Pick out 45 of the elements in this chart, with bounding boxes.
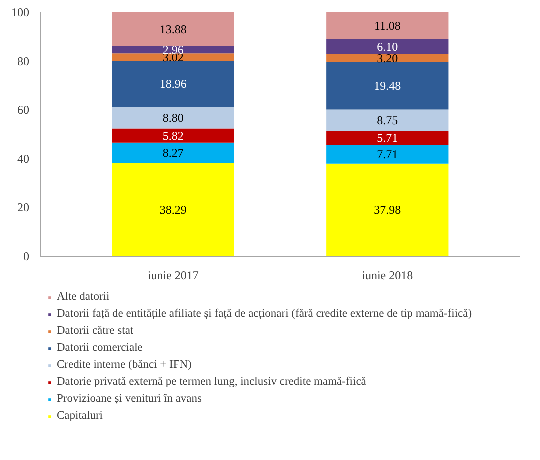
data-label: 13.88 xyxy=(160,22,187,36)
legend-label: Datorii comerciale xyxy=(57,342,143,354)
bar xyxy=(112,163,234,256)
data-label: 5.71 xyxy=(377,131,398,146)
legend-label: Capitaluri xyxy=(57,410,103,422)
data-label: 5.82 xyxy=(162,128,184,143)
bar xyxy=(112,12,234,46)
bar xyxy=(326,40,449,54)
legend-label: Datorie privată externă pe termen lung, inclusiv credite mamă-fiică xyxy=(57,376,366,388)
data-label: 38.29 xyxy=(160,202,187,217)
legend-label: Alte datorii xyxy=(57,291,110,303)
data-label: 8.80 xyxy=(162,110,184,125)
y-tick-label: 100 xyxy=(12,6,30,20)
x-tick-label: iunie 2018 xyxy=(362,268,414,282)
bar xyxy=(112,107,234,129)
bar xyxy=(112,60,234,108)
data-label: 37.98 xyxy=(374,203,402,218)
bar xyxy=(112,142,234,164)
legend-label: Provizioane și venituri în avans xyxy=(57,393,202,405)
bar xyxy=(326,131,449,146)
legend-label: Datorii către stat xyxy=(57,325,134,337)
data-label: 3.20 xyxy=(377,51,398,66)
y-tick-label: 0 xyxy=(24,250,30,264)
data-label: 11.08 xyxy=(374,18,401,33)
data-label: 6.10 xyxy=(377,40,398,54)
bar xyxy=(326,12,449,40)
y-tick-label: 60 xyxy=(18,103,30,118)
data-label: 19.48 xyxy=(374,78,402,93)
data-label: 18.96 xyxy=(160,77,187,92)
data-label: 8.27 xyxy=(162,146,184,160)
y-tick-label: 80 xyxy=(18,54,30,68)
bar xyxy=(326,62,449,110)
y-tick-label: 20 xyxy=(18,200,30,215)
bar xyxy=(112,128,234,143)
bar xyxy=(326,145,449,164)
bar xyxy=(326,164,449,256)
data-label: 7.71 xyxy=(377,147,398,162)
bar xyxy=(112,54,234,61)
bar xyxy=(112,46,234,54)
legend-label: Credite interne (bănci + IFN) xyxy=(57,359,192,371)
bar xyxy=(326,110,449,132)
data-label: 8.75 xyxy=(377,113,398,128)
y-tick-label: 40 xyxy=(18,152,30,166)
legend-label: Datorii față de entitățile afiliate și față de acționari (fără credite externe de tip mamă-fiică) xyxy=(57,308,472,320)
x-tick-label: iunie 2017 xyxy=(148,268,199,282)
